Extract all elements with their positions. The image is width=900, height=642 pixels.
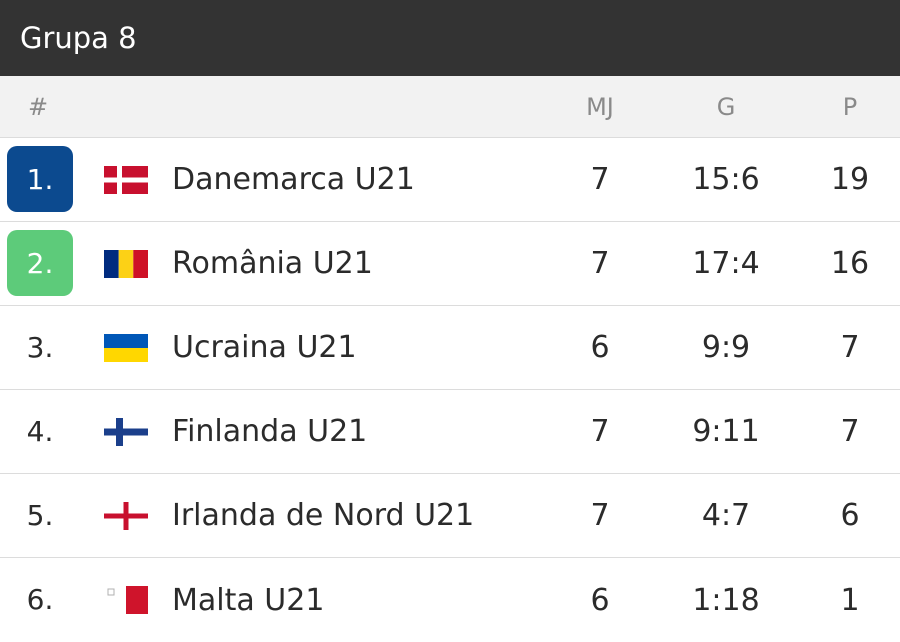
standings-table: 1. Danemarca U21 7 15:6 19 2. România U2… [0, 138, 900, 642]
goals-value: 1:18 [692, 582, 760, 618]
points-value: 7 [840, 414, 860, 449]
table-header: # MJ G P [0, 76, 900, 138]
romania-flag-icon [104, 250, 148, 278]
rank-label: 3. [26, 330, 54, 364]
team-name: Malta U21 [172, 582, 325, 618]
table-row[interactable]: 1. Danemarca U21 7 15:6 19 [0, 138, 900, 222]
rank-badge: 2. [7, 230, 73, 296]
rank-label: 4. [26, 414, 54, 448]
played-value: 7 [590, 414, 610, 449]
goals-value: 15:6 [692, 162, 760, 197]
northern-ireland-flag-icon [104, 502, 148, 530]
played-value: 7 [590, 498, 610, 533]
malta-flag-icon [104, 586, 148, 614]
table-row[interactable]: 6. Malta U21 6 1:18 1 [0, 558, 900, 642]
played-value: 6 [590, 330, 610, 365]
points-value: 16 [830, 246, 870, 281]
goals-value: 9:9 [701, 330, 751, 365]
team-name: Ucraina U21 [172, 330, 357, 365]
group-title-bar: Grupa 8 [0, 0, 900, 76]
team-name: România U21 [172, 246, 373, 281]
played-value: 7 [590, 246, 610, 281]
played-value: 7 [590, 162, 610, 197]
ukraine-flag-icon [104, 334, 148, 362]
group-title: Grupa 8 [20, 21, 137, 55]
points-value: 7 [840, 330, 860, 365]
points-column-header: P [842, 92, 858, 121]
played-column-header: MJ [586, 92, 614, 121]
rank-badge: 1. [7, 146, 73, 212]
finland-flag-icon [104, 418, 148, 446]
goals-value: 9:11 [692, 414, 760, 449]
points-value: 6 [840, 498, 860, 533]
denmark-flag-icon [104, 166, 148, 194]
rank-label: 6. [26, 582, 54, 616]
team-name: Irlanda de Nord U21 [172, 498, 475, 533]
goals-value: 17:4 [692, 246, 760, 281]
rank-column-header: # [28, 92, 49, 121]
played-value: 6 [590, 582, 610, 618]
table-row[interactable]: 4. Finlanda U21 7 9:11 7 [0, 390, 900, 474]
rank-label: 5. [26, 498, 54, 532]
points-value: 19 [830, 162, 870, 197]
table-row[interactable]: 3. Ucraina U21 6 9:9 7 [0, 306, 900, 390]
table-row[interactable]: 2. România U21 7 17:4 16 [0, 222, 900, 306]
team-name: Finlanda U21 [172, 414, 368, 449]
team-name: Danemarca U21 [172, 162, 415, 197]
goals-value: 4:7 [701, 498, 751, 533]
table-row[interactable]: 5. Irlanda de Nord U21 7 4:7 6 [0, 474, 900, 558]
points-value: 1 [840, 582, 860, 618]
goals-column-header: G [716, 92, 736, 121]
